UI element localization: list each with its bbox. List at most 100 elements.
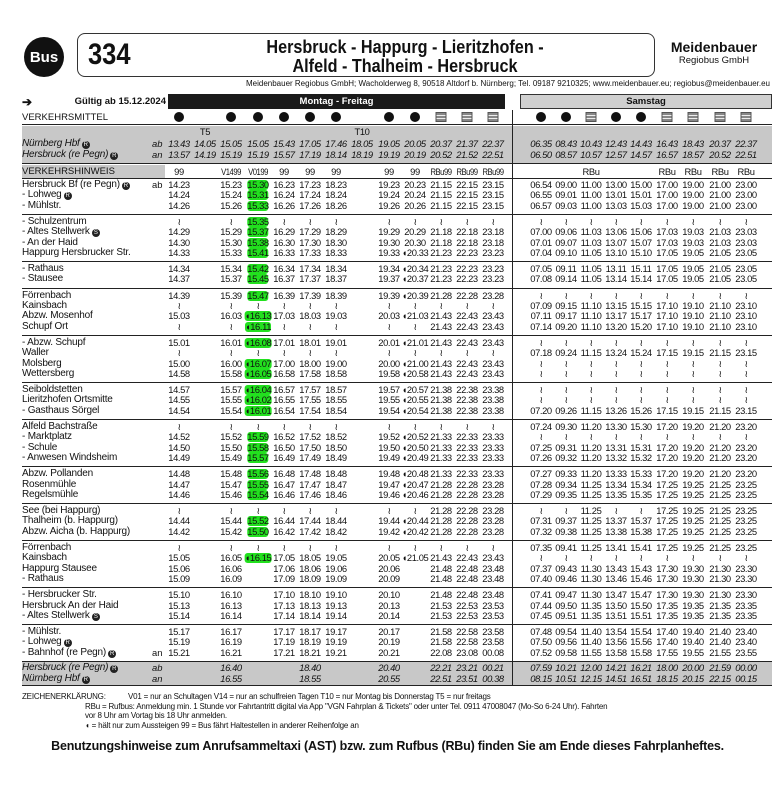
time-cell: 18.05	[299, 552, 321, 564]
time-cell: 20.14	[378, 609, 400, 621]
time-cell: ◖16.02	[244, 394, 272, 406]
time-cell: 23.03	[735, 236, 757, 248]
time-cell: 11.35	[580, 599, 602, 611]
time-cell: 15.03	[630, 199, 652, 211]
time-cell: 22.15	[456, 199, 478, 211]
time-cell: 13.31	[605, 441, 627, 453]
divider	[22, 261, 772, 262]
time-cell: ≀	[614, 336, 618, 348]
time-cell: ≀	[639, 505, 643, 517]
stop-label: Nürnberg Hbf	[22, 138, 80, 149]
bus-icon	[174, 112, 184, 122]
time-cell: 13.26	[605, 404, 627, 416]
time-cell: 22.37	[482, 138, 504, 149]
time-cell: 17.21	[273, 646, 295, 658]
time-cell: 19.29	[378, 226, 400, 238]
stop-label: - Marktplatz	[22, 431, 72, 443]
time-cell: 15.21	[168, 646, 190, 658]
time-cell: 16.33	[273, 246, 295, 258]
time-cell: 14.33	[168, 246, 190, 258]
time-cell: 20.05	[404, 138, 426, 149]
time-cell: 18.10	[299, 589, 321, 601]
time-cell: 15.17	[630, 310, 652, 322]
time-cell: ≀	[177, 347, 181, 359]
stop-name: - Mühlstr.	[22, 627, 61, 637]
time-cell: 21.48	[430, 562, 452, 574]
time-cell: 21.10	[709, 310, 731, 322]
time-cell: ◖16.05	[244, 367, 272, 379]
time-cell: 07.52	[530, 646, 552, 658]
time-cell: ◖20.37	[401, 273, 429, 285]
time-cell: 16.00	[220, 357, 242, 369]
time-cell: ≀	[639, 336, 643, 348]
time-cell: 11.20	[580, 468, 602, 480]
time-cell: 21.38	[430, 384, 452, 396]
time-cell: 15.06	[630, 226, 652, 238]
time-cell: 21.15	[430, 189, 452, 201]
time-cell: 15.29	[220, 226, 242, 238]
time-cell: 11.20	[580, 421, 602, 432]
time-cell: 21.23	[430, 273, 452, 285]
stop-label: Abzw. Mosenhof	[22, 310, 93, 322]
time-cell: 19.20	[682, 421, 704, 432]
time-cell: 11.15	[580, 347, 602, 359]
trip-hint: RBu	[582, 166, 600, 177]
time-cell: 07.41	[530, 589, 552, 601]
time-cell: 19.25	[682, 505, 704, 517]
time-cell: 14.51	[605, 673, 627, 684]
time-cell: ≀	[308, 215, 312, 227]
time-cell: 14.48	[168, 468, 190, 480]
time-cell: 17.10	[656, 310, 678, 322]
time-cell: 09.58	[555, 646, 577, 658]
company-logo: Meidenbauer Regiobus GmbH	[655, 40, 773, 67]
time-cell: 19.34	[378, 263, 400, 275]
time-cell: 07.29	[530, 488, 552, 500]
company-sub: Regiobus GmbH	[678, 55, 750, 66]
time-cell: ◖20.55	[401, 394, 429, 406]
time-cell: 09.47	[555, 589, 577, 601]
time-cell: 13.51	[605, 609, 627, 621]
trip-hint: 99	[384, 166, 394, 177]
time-cell: 07.27	[530, 468, 552, 480]
time-cell: 14.43	[630, 138, 652, 149]
time-cell: 18.05	[351, 138, 373, 149]
time-cell: ≀	[614, 552, 618, 564]
time-cell: 19.42	[378, 525, 400, 537]
trip-hint: RBu	[711, 166, 729, 177]
time-cell: 11.25	[580, 478, 602, 490]
time-cell: 21.00	[709, 199, 731, 211]
time-cell: ≀	[334, 320, 338, 332]
time-cell: 21.25	[709, 525, 731, 537]
time-cell: 22.33	[456, 468, 478, 480]
rufbus-icon	[435, 112, 447, 122]
time-cell: 23.28	[482, 515, 504, 527]
divider	[22, 540, 772, 541]
time-cell: 13.15	[605, 300, 627, 311]
time-cell: 22.43	[456, 336, 478, 348]
time-cell: 18.09	[299, 572, 321, 584]
time-cell: 23.30	[735, 572, 757, 584]
time-cell: ≀	[589, 357, 593, 369]
time-cell: ≀	[387, 542, 391, 553]
time-cell: 15.50	[630, 599, 652, 611]
time-cell: 14.46	[168, 488, 190, 500]
time-cell: 23.40	[735, 626, 757, 638]
time-cell: 23.28	[482, 488, 504, 500]
time-cell: 15.14	[630, 273, 652, 285]
time-cell: 15.45	[247, 273, 269, 285]
rufbus-icon	[487, 112, 499, 122]
stop-name: Hersbruck (re Pegn) R	[22, 663, 119, 673]
time-cell: 16.50	[273, 441, 295, 453]
stop-name: Nürnberg Hbf R	[22, 139, 90, 149]
time-cell: 22.43	[456, 552, 478, 564]
time-cell: 19.39	[378, 289, 400, 301]
time-cell: 16.13	[220, 599, 242, 611]
time-cell: 23.10	[735, 310, 757, 322]
time-cell: ≀	[744, 431, 748, 443]
stop-label: - Mühlstr.	[22, 626, 62, 638]
time-cell: 15.19	[168, 636, 190, 648]
time-cell: 21.28	[430, 505, 452, 517]
time-cell: 23.15	[482, 199, 504, 211]
time-cell: 14.58	[168, 367, 190, 379]
stop-name: - Marktplatz	[22, 432, 72, 442]
